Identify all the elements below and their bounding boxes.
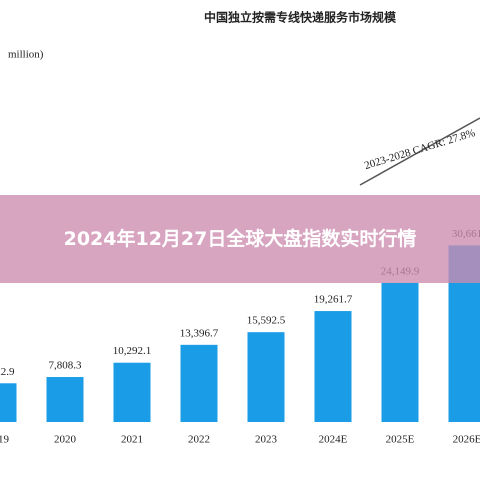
x-tick-label: 2026E — [453, 434, 480, 446]
banner: 2024年12月27日全球大盘指数实时行情 — [0, 195, 480, 283]
x-tick-label: 2022 — [188, 434, 210, 446]
x-tick-label: 2020 — [54, 434, 77, 446]
bar — [46, 377, 84, 422]
x-tick-label: 2021 — [121, 434, 143, 446]
bar — [113, 362, 151, 422]
cagr-annotation: 2023-2028 CAGR: 27.8% — [363, 127, 477, 172]
value-label: 13,396.7 — [180, 327, 219, 339]
value-label: 10,292.1 — [113, 345, 152, 357]
cagr-arrow — [359, 117, 480, 186]
value-label: 7,808.3 — [49, 360, 83, 372]
bar — [180, 344, 218, 422]
x-tick-label: 2024E — [319, 434, 348, 446]
bar — [247, 332, 285, 422]
banner-title: 2024年12月27日全球大盘指数实时行情 — [63, 228, 417, 250]
value-label: 19,261.7 — [314, 294, 353, 306]
chart-title: 中国独立按需专线快递服务市场规模 — [204, 10, 397, 25]
bar — [381, 282, 419, 422]
bar — [314, 311, 352, 422]
x-tick-label: 2019 — [0, 434, 10, 446]
x-tick-label: 2025E — [386, 434, 415, 446]
bar — [0, 383, 17, 422]
x-tick-label: 2023 — [255, 434, 278, 446]
y-axis-label: million) — [8, 49, 44, 61]
value-label: 6,722.9 — [0, 366, 15, 378]
value-label: 15,592.5 — [247, 315, 286, 327]
